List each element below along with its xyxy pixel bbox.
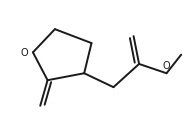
Text: O: O (163, 61, 170, 70)
Text: O: O (21, 48, 29, 58)
